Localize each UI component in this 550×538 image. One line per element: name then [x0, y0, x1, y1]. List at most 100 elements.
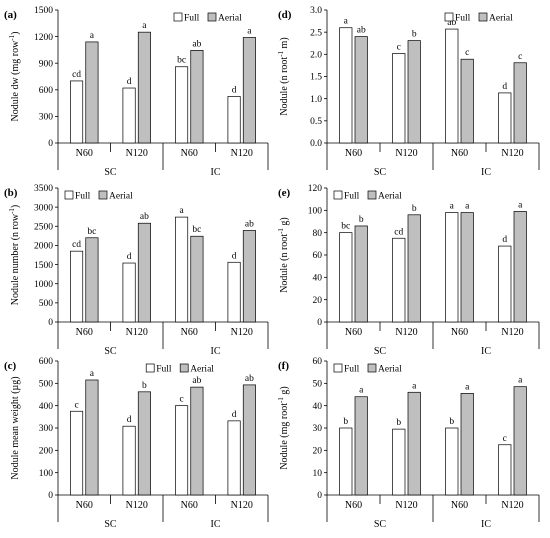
y-axis-title-part: ): [10, 31, 21, 34]
y-tick-label: 20: [313, 447, 323, 457]
legend: Full Aerial: [333, 190, 402, 202]
y-tick-label: 1.5: [310, 73, 322, 83]
bar-full: [175, 405, 189, 496]
bar-aerial: [137, 222, 151, 323]
legend-label-full: Full: [75, 192, 91, 202]
significance-letter: a: [90, 31, 95, 41]
bar-aerial: [354, 225, 368, 323]
y-tick-label: 0.5: [310, 117, 322, 127]
x-category-label: N120: [126, 500, 148, 511]
significance-letter: d: [232, 410, 237, 420]
legend-label-full: Full: [156, 365, 172, 375]
bar-aerial: [190, 49, 204, 144]
bar-aerial: [407, 40, 421, 144]
bar-full: [175, 216, 189, 323]
y-tick-label: 0.0: [310, 139, 322, 149]
significance-letter: b: [449, 417, 454, 427]
y-axis-title-part: Nodule (mg root: [279, 403, 290, 470]
legend-label-full: Full: [184, 14, 200, 24]
significance-letter: b: [412, 30, 417, 40]
y-axis-title-superscript: -1: [8, 208, 16, 214]
significance-letter: ab: [192, 376, 201, 386]
x-group-label: SC: [104, 167, 117, 178]
bar-full: [392, 237, 406, 323]
bar-full: [445, 427, 459, 496]
x-group-label: IC: [211, 346, 221, 357]
legend-label-aerial: Aerial: [218, 14, 242, 24]
y-tick-label: 20: [313, 296, 323, 306]
x-category-label: N60: [451, 327, 468, 338]
significance-letter: ab: [357, 26, 366, 36]
chart-panel-f: 0 10 20 30 40 50 60 b a N60 b a N120 b a N60 c a N120 SC IC N…: [277, 357, 540, 530]
y-tick-label: 1500: [34, 261, 53, 271]
x-category-label: N120: [501, 327, 523, 338]
bar-full: [175, 66, 189, 144]
y-tick-label: 300: [39, 424, 54, 434]
bar-aerial: [137, 391, 151, 496]
panel-label: (e): [278, 187, 291, 199]
legend: Full Aerial: [444, 12, 513, 24]
legend-swatch-aerial: [367, 190, 377, 200]
significance-letter: c: [397, 42, 401, 52]
x-category-label: N120: [231, 500, 253, 511]
x-category-label: N60: [181, 327, 198, 338]
bar-aerial: [190, 235, 204, 323]
y-axis-title-part: Nodule (n root: [279, 57, 290, 116]
legend-label-aerial: Aerial: [489, 14, 513, 24]
x-category-label: N120: [501, 148, 523, 159]
y-axis-title-part: Nodule dw (mg row: [10, 40, 21, 122]
y-tick-label: 600: [39, 86, 54, 96]
y-tick-label: 1000: [34, 280, 53, 290]
bar-full: [445, 212, 459, 323]
significance-letter: c: [179, 395, 183, 405]
y-tick-label: 1.0: [310, 95, 322, 105]
significance-letter: c: [74, 400, 78, 410]
x-category-label: N120: [395, 148, 417, 159]
y-axis-title: Nodule number (n row-1): [8, 205, 21, 306]
significance-letter: a: [359, 386, 364, 396]
y-tick-label: 0: [317, 318, 322, 328]
x-group-label: SC: [104, 519, 117, 530]
bar-full: [498, 92, 512, 144]
bar-full: [227, 261, 241, 323]
significance-letter: d: [127, 252, 132, 262]
x-category-label: N60: [345, 327, 362, 338]
bar-full: [339, 427, 353, 496]
bar-full: [70, 410, 84, 496]
bar-aerial: [407, 391, 421, 496]
x-category-label: N60: [345, 148, 362, 159]
y-tick-label: 3500: [34, 184, 53, 194]
legend-label-aerial: Aerial: [109, 192, 133, 202]
bar-full: [122, 425, 136, 496]
legend-label-full: Full: [344, 192, 360, 202]
panel-label: (b): [4, 187, 18, 199]
bar-aerial: [190, 386, 204, 496]
x-category-label: N120: [231, 148, 253, 159]
significance-letter: b: [396, 418, 401, 428]
y-axis-title-superscript: -1: [277, 50, 285, 56]
significance-letter: ab: [192, 39, 201, 49]
significance-letter: ab: [140, 212, 149, 222]
y-tick-label: 120: [308, 184, 323, 194]
bar-aerial: [85, 237, 99, 323]
bar-aerial: [513, 62, 527, 144]
x-group-label: IC: [211, 519, 221, 530]
panel-label: (a): [4, 9, 17, 21]
y-tick-label: 600: [39, 357, 54, 367]
significance-letter: b: [412, 204, 417, 214]
significance-letter: bc: [192, 225, 201, 235]
legend-label-aerial: Aerial: [378, 365, 402, 375]
bar-aerial: [85, 379, 99, 496]
legend-swatch-aerial: [98, 190, 108, 200]
legend-swatch-full: [444, 12, 454, 22]
y-tick-label: 500: [39, 380, 54, 390]
bar-aerial: [242, 384, 256, 496]
significance-letter: ab: [245, 374, 254, 384]
x-category-label: N60: [181, 148, 198, 159]
x-group-label: SC: [374, 167, 387, 178]
y-tick-label: 0: [317, 491, 322, 501]
y-tick-label: 900: [39, 59, 54, 69]
significance-letter: b: [359, 215, 364, 225]
